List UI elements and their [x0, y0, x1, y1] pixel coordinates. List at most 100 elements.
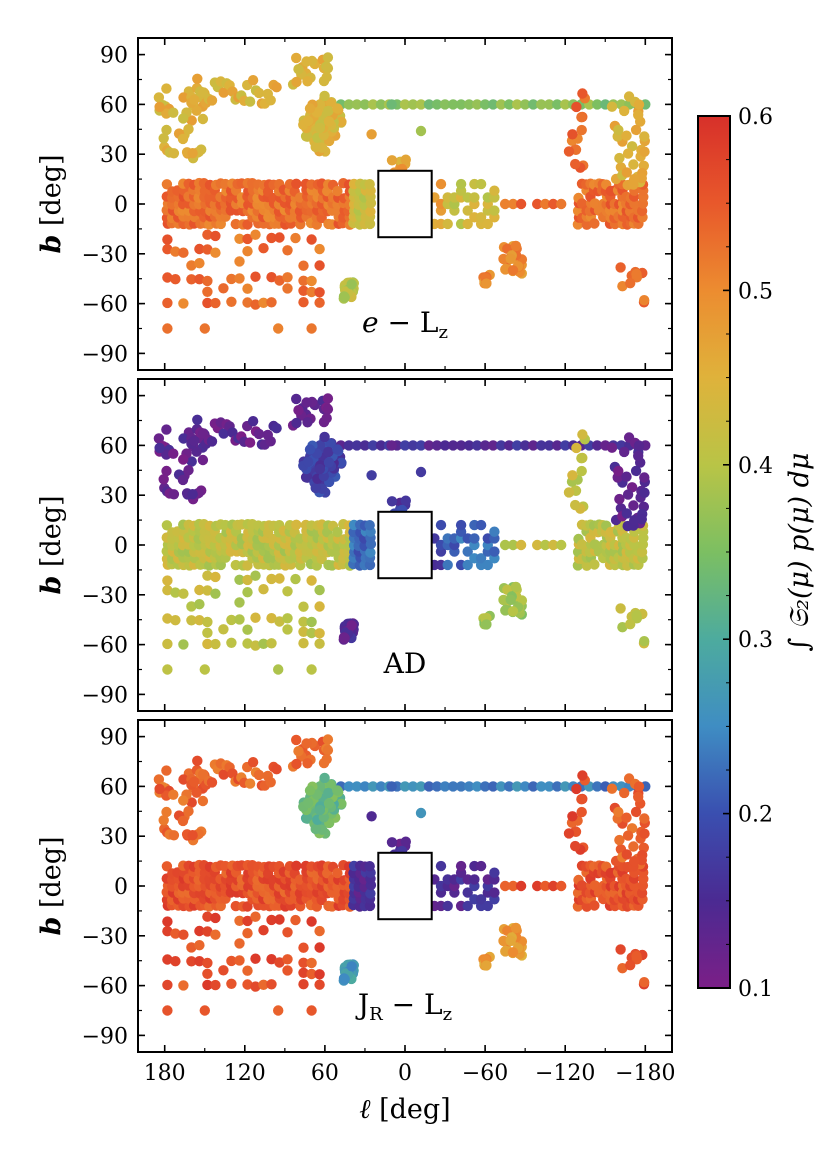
data-point [250, 229, 261, 240]
data-point [471, 99, 483, 110]
data-point [621, 849, 632, 860]
data-point [510, 581, 522, 593]
data-point [194, 243, 205, 255]
data-point [576, 465, 587, 477]
data-point [364, 861, 375, 872]
data-point [194, 940, 205, 951]
data-point [298, 638, 309, 649]
data-point [462, 887, 473, 898]
data-point [431, 99, 443, 110]
data-point [210, 247, 221, 258]
data-point [499, 198, 511, 210]
data-point [291, 417, 302, 429]
data-point [325, 97, 336, 108]
data-point [304, 444, 316, 455]
data-point [242, 587, 253, 598]
data-point [499, 539, 511, 551]
data-point [633, 440, 645, 451]
data-point [481, 278, 492, 289]
y-axis-label: b [deg] [36, 495, 67, 594]
data-point [273, 1005, 284, 1016]
data-point [154, 783, 165, 795]
data-point [511, 99, 523, 110]
data-point [250, 299, 261, 310]
data-point [615, 262, 626, 273]
data-point [162, 585, 173, 596]
data-point [158, 474, 169, 485]
x-axis-label: ℓ [deg] [359, 1094, 450, 1125]
data-point [515, 539, 527, 551]
data-point [302, 472, 313, 483]
data-point [161, 806, 172, 818]
data-point [314, 942, 325, 953]
data-point [258, 925, 269, 936]
data-point [556, 880, 567, 892]
data-point [423, 781, 435, 792]
data-point [314, 260, 325, 271]
data-point [589, 559, 600, 570]
data-point [314, 638, 325, 649]
colorbar-tick-label: 0.2 [738, 803, 773, 828]
data-point [498, 253, 509, 265]
data-point [266, 954, 277, 965]
data-point [314, 979, 325, 990]
data-point [343, 99, 355, 110]
data-point [302, 813, 313, 824]
data-point [178, 454, 189, 465]
data-point [322, 62, 334, 74]
data-point [197, 454, 209, 466]
data-point [321, 754, 332, 765]
data-point [298, 979, 309, 990]
data-point [482, 900, 493, 912]
data-point [210, 929, 221, 940]
y-tick-label: 60 [100, 434, 128, 459]
data-point [234, 915, 245, 926]
data-point [161, 83, 172, 94]
data-point [615, 944, 626, 955]
data-point [633, 781, 645, 792]
data-point [178, 247, 189, 258]
y-tick-label: −60 [82, 975, 128, 1000]
data-point [336, 116, 347, 128]
y-tick-label: −90 [82, 1024, 128, 1049]
data-point [242, 915, 253, 927]
data-point [528, 99, 539, 110]
data-point [332, 867, 343, 879]
data-point [210, 588, 221, 599]
data-point [323, 105, 334, 117]
data-point [202, 286, 213, 297]
data-point [636, 173, 647, 184]
data-point [250, 981, 261, 992]
data-point [314, 601, 325, 612]
colorbar-tick-label: 0.1 [738, 977, 773, 1002]
data-point [291, 860, 302, 871]
data-point [301, 56, 312, 67]
masked-region-box [377, 169, 433, 239]
data-point [442, 559, 453, 571]
data-point [386, 99, 397, 110]
data-point [301, 397, 312, 408]
data-point [495, 440, 507, 451]
data-point [621, 508, 632, 519]
data-point [630, 806, 642, 818]
data-point [577, 429, 588, 440]
data-point [170, 928, 181, 939]
data-point [194, 956, 205, 967]
data-point [282, 613, 293, 624]
data-point [462, 900, 473, 912]
data-point [291, 758, 302, 770]
data-point [560, 99, 571, 110]
data-point [306, 275, 317, 287]
data-point [226, 296, 237, 307]
data-point [321, 413, 332, 424]
data-point [202, 911, 213, 922]
data-point [162, 638, 173, 650]
data-point [293, 63, 304, 75]
data-point [274, 616, 285, 627]
data-point [455, 519, 467, 531]
data-point [218, 428, 229, 439]
data-point [386, 837, 398, 848]
data-point [302, 115, 314, 127]
data-point [399, 99, 411, 110]
data-point [462, 559, 473, 571]
